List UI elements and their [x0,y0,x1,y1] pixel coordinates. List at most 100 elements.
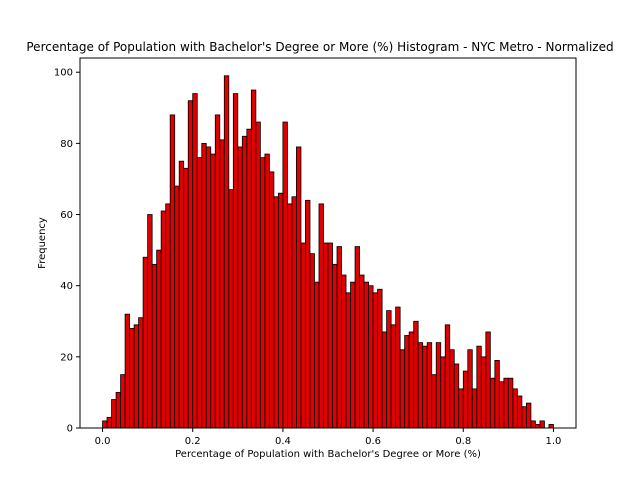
histogram-bar [268,171,275,429]
histogram-bar [377,288,383,429]
histogram-bar [309,253,315,429]
histogram-bar [196,157,203,429]
histogram-bar [160,210,167,429]
histogram-bar [205,146,212,429]
x-tick-label: 0.8 [455,436,471,447]
x-tick-label: 0.0 [95,436,111,447]
histogram-bar [372,292,379,429]
histogram-bar [413,320,419,429]
histogram-bar [345,292,351,429]
histogram-bar [210,153,216,429]
histogram-bar [526,402,532,429]
histogram-bar [444,324,451,429]
histogram-bar [503,377,509,429]
x-tick-label: 0.2 [185,436,201,447]
histogram-bar [332,263,338,429]
y-axis-ticks: 0 20 40 60 80 100 [54,68,80,435]
y-tick-label: 0 [67,424,73,435]
plot-frame [79,57,577,429]
histogram-bar [273,196,279,429]
histogram-bar [120,374,126,429]
histogram-bar [106,416,112,429]
histogram-bar [102,420,108,429]
histogram-bar [462,370,469,429]
histogram-bar [498,381,505,429]
y-tick-label: 40 [60,281,73,292]
histogram-bar [133,324,140,429]
histogram-bar [165,203,171,429]
histogram-bar [449,349,455,429]
histogram-bar [250,89,257,429]
histogram-bars [102,75,554,429]
histogram-bar [521,406,527,429]
histogram-bar [404,335,410,429]
histogram-bar [535,424,541,429]
y-tick-label: 80 [60,139,73,150]
histogram-bar [363,281,369,429]
histogram-bar [440,356,446,429]
histogram-bar [291,196,297,429]
histogram-bar [350,281,356,429]
histogram-bar [395,306,401,429]
histogram-bar [174,185,180,429]
x-tick-label: 0.4 [275,436,291,447]
histogram-bar [147,214,153,429]
histogram-bar [151,263,158,429]
histogram-bar [530,420,536,429]
histogram-bar [201,142,207,429]
histogram-bar [354,246,360,429]
histogram-bar [489,377,496,429]
histogram-bar [169,114,176,429]
histogram-bar [494,360,500,429]
histogram-bar [124,313,131,429]
histogram-bar [476,345,482,429]
histogram-bar [282,121,288,429]
histogram-bar [115,392,121,429]
histogram-bar [516,395,523,429]
histogram-bar [512,388,518,429]
histogram-bar [548,424,554,429]
histogram-bar [138,317,144,429]
histogram-bar [341,274,347,429]
histogram-bar [296,146,302,429]
histogram-bar [399,349,406,429]
histogram-bar [336,246,342,429]
histogram-bar [390,324,397,429]
histogram-bar [386,310,392,429]
histogram-bar [426,342,433,429]
histogram-bar [259,157,266,429]
x-axis-label: Percentage of Population with Bachelor's… [175,449,481,460]
chart-title: Percentage of Population with Bachelor's… [26,40,613,54]
histogram-bar [264,153,270,429]
histogram-bar [507,377,514,429]
histogram-bar [435,342,442,429]
histogram-bar [305,199,311,429]
histogram-bar [458,388,464,429]
histogram-bar [156,249,162,429]
x-tick-label: 1.0 [546,436,562,447]
y-axis-label: Frequency [37,217,48,269]
x-axis-ticks: 0.0 0.2 0.4 0.6 0.8 1.0 [95,428,562,447]
histogram-bar [408,331,415,429]
x-tick-label: 0.6 [365,436,381,447]
histogram-bar [368,285,374,429]
histogram-bar [255,121,261,429]
histogram-bar [214,114,221,429]
histogram-bar [178,160,185,429]
histogram-bar [183,167,189,429]
histogram-bar [323,242,329,429]
histogram-bar [431,374,437,429]
histogram-bar [417,342,424,429]
histogram-bar [318,203,324,429]
histogram-bar [241,135,248,429]
histogram-bar [237,146,243,429]
y-tick-label: 100 [54,68,73,79]
histogram-bar [359,274,365,429]
histogram-bar [232,93,239,429]
histogram-bar [453,363,460,429]
histogram-bar [539,420,545,429]
histogram-bar [471,388,478,429]
histogram-bar [223,75,230,429]
histogram-bar [277,192,284,429]
